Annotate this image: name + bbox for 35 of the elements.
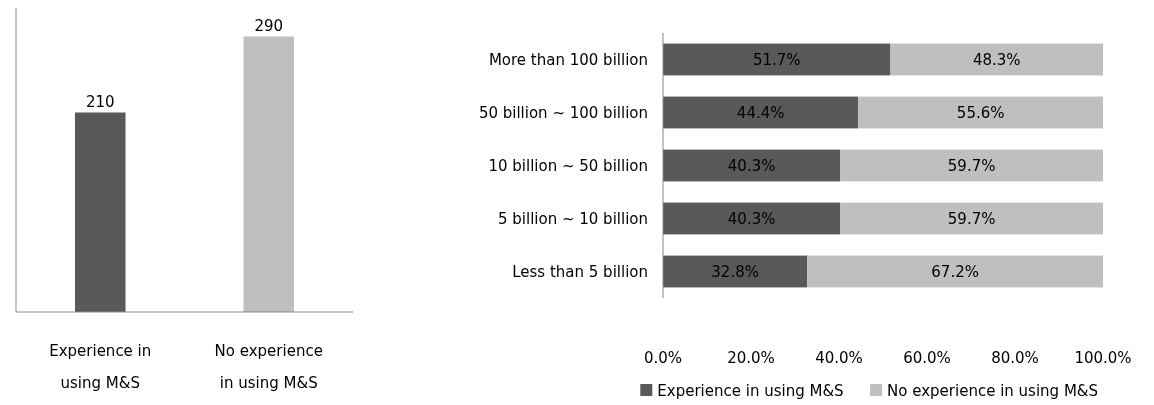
data-label: 40.3% xyxy=(727,156,776,175)
x-tick-label: 0.0% xyxy=(643,349,683,367)
x-tick-label: 40.0% xyxy=(815,349,863,367)
data-label: 290 xyxy=(254,16,284,35)
bar xyxy=(890,43,1103,76)
x-tick-label: 20.0% xyxy=(727,349,775,367)
x-tick-label: No experience in using M&S xyxy=(214,342,323,392)
y-tick-label: 5 billion ~ 10 billion xyxy=(497,209,648,228)
data-label: 32.8% xyxy=(711,262,759,281)
data-label: 59.7% xyxy=(947,156,996,175)
y-tick-label: 50 billion ~ 100 billion xyxy=(478,103,648,122)
y-tick-label: Less than 5 billion xyxy=(512,262,648,281)
x-tick-label: 60.0% xyxy=(903,349,951,367)
data-label: 51.7% xyxy=(752,50,801,69)
x-tick-label: 80.0% xyxy=(991,349,1039,367)
data-label: 44.4% xyxy=(736,103,785,122)
x-tick-label: 100.0% xyxy=(1074,349,1132,367)
data-label: 67.2% xyxy=(931,262,979,281)
y-tick-label: 10 billion ~ 50 billion xyxy=(488,156,648,175)
y-tick-label: More than 100 billion xyxy=(488,50,648,69)
bar xyxy=(840,202,1103,235)
bar xyxy=(663,202,841,235)
bar xyxy=(663,149,841,182)
data-label: 48.3% xyxy=(972,50,1021,69)
bar xyxy=(663,96,859,129)
x-tick-label: Experience in using M&S xyxy=(49,342,152,392)
bar xyxy=(663,255,808,288)
bar xyxy=(807,255,1103,288)
data-label: 55.6% xyxy=(956,103,1005,122)
data-label: 59.7% xyxy=(947,209,996,228)
data-label: 210 xyxy=(85,92,115,111)
bar xyxy=(663,43,891,76)
bar xyxy=(858,96,1103,129)
data-label: 40.3% xyxy=(727,209,776,228)
bar xyxy=(840,149,1103,182)
